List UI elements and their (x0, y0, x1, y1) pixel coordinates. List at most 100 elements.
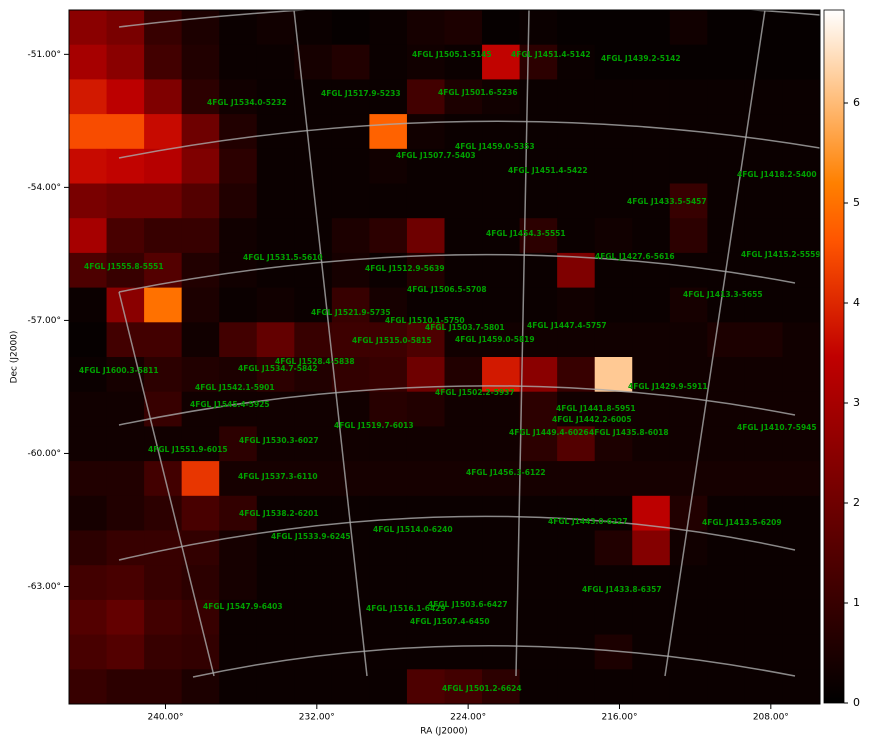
heatmap-cell (557, 252, 596, 289)
heatmap-cell (594, 495, 633, 531)
heatmap-cell (632, 565, 671, 601)
heatmap-cell (594, 391, 633, 427)
source-label: 4FGL J1449.4-6026 (509, 428, 589, 437)
source-label: 4FGL J1555.8-5551 (84, 262, 164, 271)
heatmap-cell (632, 252, 671, 289)
heatmap-cell (669, 565, 708, 601)
heatmap-cell (144, 426, 183, 462)
heatmap-cell (331, 10, 370, 46)
source-label: 4FGL J1519.7-6013 (334, 421, 414, 430)
heatmap-cell (69, 183, 108, 219)
heatmap-cell (106, 530, 145, 566)
heatmap-cell (256, 287, 295, 323)
heatmap-cell (331, 669, 370, 704)
heatmap-cell (106, 79, 145, 115)
heatmap-cell (594, 565, 633, 601)
grid-curve (118, 515, 796, 561)
heatmap-cell (256, 495, 295, 531)
heatmap-cell (294, 599, 333, 636)
heatmap-cell (256, 44, 295, 80)
heatmap-cell (294, 218, 333, 254)
x-tick-label: 216.00° (601, 713, 637, 723)
heatmap-cell (406, 79, 445, 115)
source-label: 4FGL J1533.9-6245 (271, 532, 351, 541)
heatmap-cell (406, 565, 445, 601)
heatmap-cell (557, 599, 596, 636)
heatmap-cell (707, 530, 746, 566)
heatmap-cell (294, 10, 333, 46)
heatmap-cell (557, 391, 596, 427)
heatmap-cell (444, 79, 483, 115)
heatmap-cell (744, 114, 783, 150)
heatmap-cell (519, 599, 558, 636)
heatmap-cell (632, 79, 671, 115)
heatmap-cell (406, 634, 445, 670)
heatmap-cell (519, 495, 558, 531)
heatmap-cell (369, 599, 408, 636)
source-label: 4FGL J1501.6-5236 (438, 88, 518, 97)
heatmap-cell (256, 183, 295, 219)
heatmap-cell (219, 495, 258, 531)
heatmap-cell (331, 79, 370, 115)
heatmap-cell (782, 148, 820, 184)
heatmap-cell (106, 44, 145, 80)
source-label: 4FGL J1534.7-5842 (238, 364, 318, 373)
heatmap-cell (444, 634, 483, 670)
heatmap-cell (632, 391, 671, 427)
heatmap-cell (219, 391, 258, 427)
heatmap-cell (181, 10, 220, 46)
heatmap-cell (707, 287, 746, 323)
heatmap-cell (106, 599, 145, 636)
heatmap-cell (69, 530, 108, 566)
y-tick-label: -54.00° (27, 183, 61, 193)
heatmap-cell (557, 565, 596, 601)
heatmap-cell (482, 252, 521, 289)
heatmap-cell (256, 10, 295, 46)
heatmap-cell (782, 114, 820, 150)
heatmap-cell (144, 218, 183, 254)
heatmap (69, 10, 820, 704)
x-tick-label: 224.00° (450, 713, 486, 723)
source-label: 4FGL J1451.4-5142 (511, 50, 591, 59)
heatmap-cell (69, 322, 108, 358)
heatmap-cell (782, 322, 820, 358)
heatmap-cell (219, 426, 258, 462)
heatmap-cell (519, 322, 558, 358)
heatmap-cell (331, 44, 370, 80)
heatmap-cell (406, 252, 445, 289)
heatmap-cell (369, 44, 408, 80)
x-tick-label: 232.00° (299, 713, 335, 723)
heatmap-cell (632, 426, 671, 462)
source-label: 4FGL J1433.8-6357 (582, 585, 662, 594)
heatmap-cell (557, 10, 596, 46)
heatmap-cell (219, 44, 258, 80)
heatmap-cell (181, 461, 220, 497)
heatmap-cell (444, 252, 483, 289)
heatmap-cell (557, 44, 596, 80)
source-label: 4FGL J1512.9-5639 (365, 264, 445, 273)
heatmap-cell (632, 10, 671, 46)
heatmap-cell (256, 114, 295, 150)
heatmap-cell (482, 599, 521, 636)
source-label: 4FGL J1415.2-5559 (741, 250, 821, 259)
heatmap-cell (219, 287, 258, 323)
heatmap-cell (632, 287, 671, 323)
heatmap-cell (406, 183, 445, 219)
heatmap-cell (144, 669, 183, 704)
heatmap-cell (482, 183, 521, 219)
heatmap-cell (482, 461, 521, 497)
heatmap-cell (406, 461, 445, 497)
heatmap-cell (181, 599, 220, 636)
heatmap-cell (219, 79, 258, 115)
heatmap-cell (369, 530, 408, 566)
heatmap-cell (444, 426, 483, 462)
heatmap-cell (632, 461, 671, 497)
heatmap-cell (744, 669, 783, 704)
heatmap-cell (369, 287, 408, 323)
plot-frame (68, 9, 821, 705)
heatmap-cell (181, 252, 220, 289)
heatmap-cell (557, 461, 596, 497)
heatmap-cell (444, 114, 483, 150)
x-axis-label: RA (J2000) (420, 727, 468, 737)
